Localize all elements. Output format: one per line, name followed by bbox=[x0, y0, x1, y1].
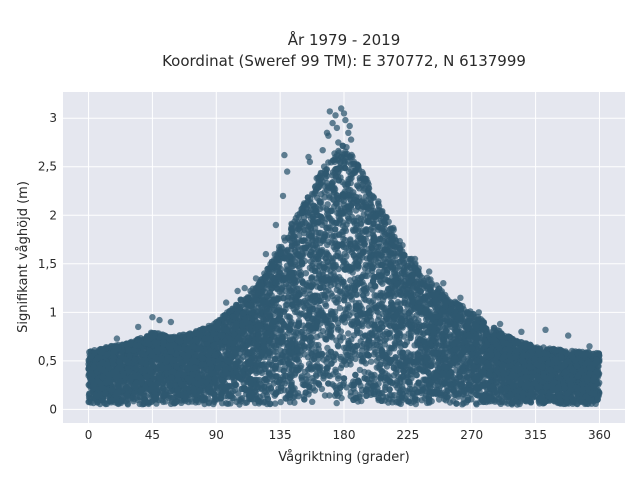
data-point bbox=[282, 301, 290, 309]
data-point bbox=[345, 330, 352, 337]
data-point bbox=[319, 328, 327, 335]
data-point bbox=[356, 366, 364, 374]
data-point bbox=[394, 298, 402, 306]
chart-title-line-1: År 1979 - 2019 bbox=[288, 30, 401, 49]
data-point bbox=[394, 384, 401, 392]
data-point bbox=[333, 399, 340, 407]
data-points bbox=[85, 105, 603, 408]
chart-title-line-2: Koordinat (Sweref 99 TM): E 370772, N 61… bbox=[162, 52, 526, 70]
data-point bbox=[336, 304, 344, 312]
